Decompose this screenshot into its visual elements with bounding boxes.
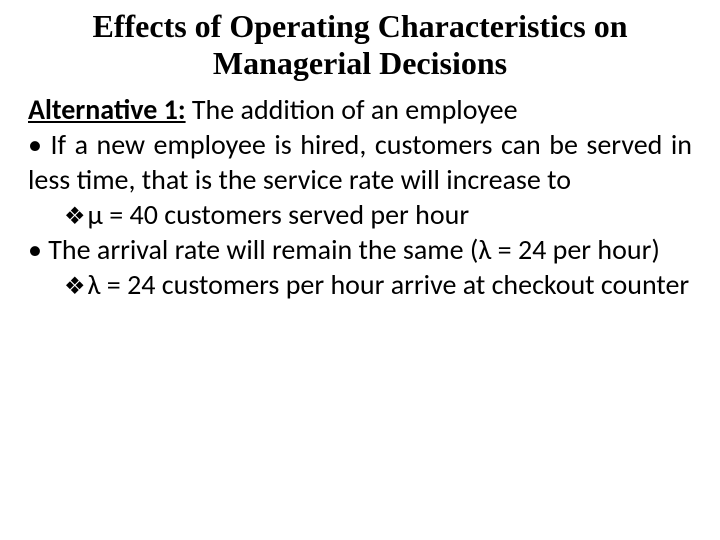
bullet-dot-icon: • [28, 232, 42, 267]
alternative-label: Alternative 1: [28, 92, 186, 127]
diamond-icon: ❖ [64, 275, 86, 299]
bullet-2-text: The arrival rate will remain the same (λ… [42, 232, 660, 267]
diamond-icon: ❖ [64, 205, 86, 229]
slide: Effects of Operating Characteristics on … [0, 0, 720, 540]
subbullet-2: ❖λ = 24 customers per hour arrive at che… [28, 267, 692, 302]
subbullet-1-text: μ = 40 customers served per hour [88, 197, 470, 232]
bullet-2: • The arrival rate will remain the same … [28, 232, 692, 267]
subbullet-1: ❖μ = 40 customers served per hour [28, 197, 692, 232]
slide-title: Effects of Operating Characteristics on … [28, 8, 692, 82]
alternative-line: Alternative 1: The addition of an employ… [28, 92, 692, 127]
bullet-1: • If a new employee is hired, customers … [28, 127, 692, 197]
subbullet-2-text: λ = 24 customers per hour arrive at chec… [88, 267, 690, 302]
bullet-dot-icon: • [28, 127, 42, 162]
bullet-1-text: If a new employee is hired, customers ca… [28, 127, 692, 197]
alternative-text: The addition of an employee [186, 92, 518, 127]
